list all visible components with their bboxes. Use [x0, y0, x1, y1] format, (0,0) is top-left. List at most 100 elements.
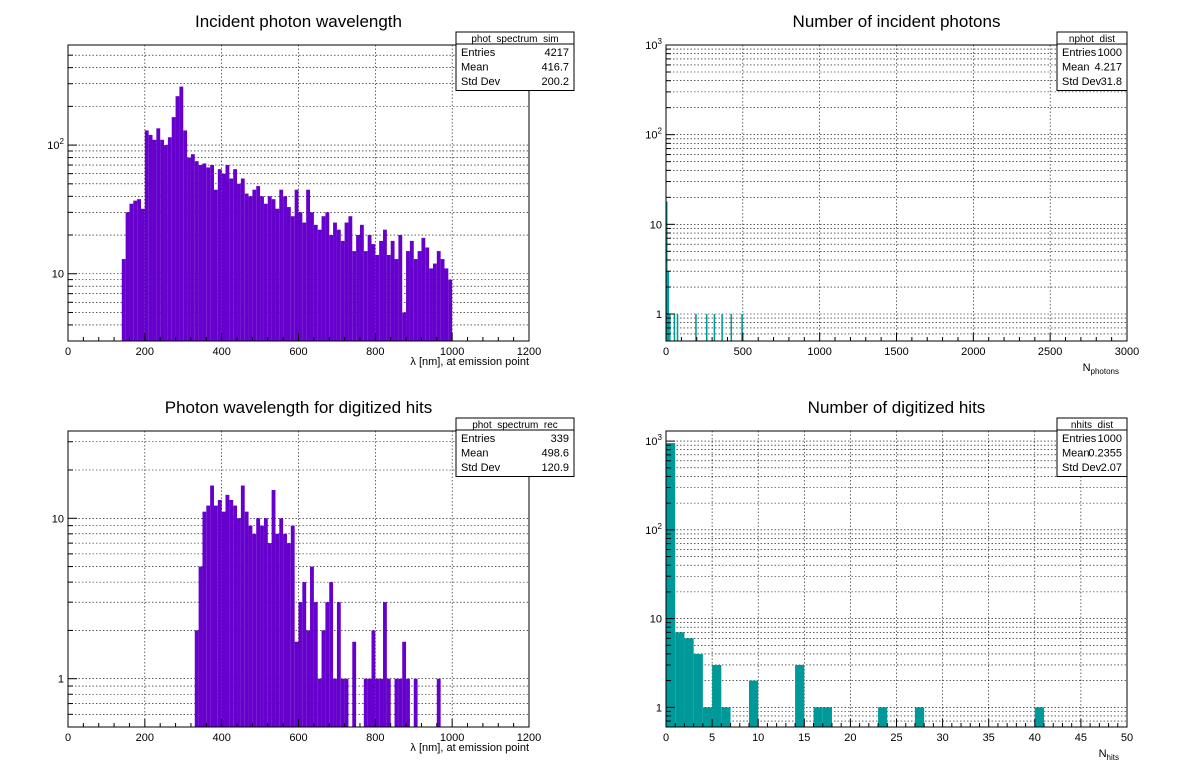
stats-row-label: Entries	[461, 433, 496, 445]
histogram-bar	[705, 314, 708, 341]
histogram-bar	[290, 525, 295, 727]
histogram-bar	[294, 641, 299, 727]
stats-row-label: Mean	[1062, 448, 1090, 460]
x-tick-label: 30	[936, 732, 948, 744]
histogram-bar	[286, 543, 291, 727]
histogram-bar	[313, 602, 318, 727]
histogram-bar	[329, 582, 334, 727]
histogram-bar	[267, 543, 272, 727]
histogram-bar	[252, 189, 257, 341]
y-tick-label: 10	[650, 219, 662, 231]
stats-row-value: 1000	[1098, 433, 1122, 445]
histogram-bar	[298, 212, 303, 341]
grid	[666, 431, 1127, 728]
histogram-bar	[306, 630, 311, 727]
histogram-bar	[363, 251, 368, 341]
histogram-bar	[673, 314, 676, 341]
histogram-bar	[171, 117, 176, 342]
histogram-bar	[693, 653, 703, 727]
stats-row-label: Std Dev	[1062, 462, 1102, 474]
bars	[666, 443, 1045, 727]
histogram-bar	[202, 511, 207, 727]
histogram-bar	[248, 525, 253, 727]
histogram-bar	[676, 314, 679, 341]
x-tick-label: 600	[289, 732, 307, 744]
histogram-bar	[432, 263, 437, 341]
histogram-bar	[263, 203, 268, 341]
histogram-bar	[225, 165, 230, 341]
stats-row-value: 339	[551, 433, 569, 445]
stats-box-frame	[1056, 417, 1128, 477]
histogram-bar	[148, 134, 153, 341]
stats-box-frame	[1056, 31, 1128, 91]
histogram-bar	[179, 86, 184, 341]
stats-row-label: Mean	[461, 448, 489, 460]
stats-row-value: 0.2355	[1088, 448, 1122, 460]
histogram-bar	[379, 678, 384, 727]
histogram-bar	[206, 505, 211, 727]
histogram-bar	[306, 189, 311, 341]
histogram-bar	[267, 196, 272, 341]
stats-row-label: Entries	[461, 47, 496, 59]
histogram-bar	[398, 678, 403, 727]
histogram-bar	[421, 237, 426, 341]
stats-row-label: Mean	[1062, 62, 1090, 74]
histogram-bar	[340, 678, 345, 727]
histogram-bar	[271, 490, 276, 727]
histogram-bar	[425, 247, 430, 341]
histogram-bar	[363, 678, 368, 727]
chart-title: Number of incident photons	[793, 12, 1001, 31]
y-tick-label: 102	[47, 137, 64, 152]
histogram-bar	[206, 167, 211, 341]
histogram-bar	[667, 271, 670, 341]
y-tick-label: 1	[656, 309, 662, 321]
histogram-bar	[156, 128, 161, 341]
histogram-bar	[252, 533, 257, 727]
histogram-bar	[256, 186, 261, 341]
histogram-bar	[217, 169, 222, 341]
histogram-bar	[325, 212, 330, 341]
histogram-panel-phot_spectrum_sim: Incident photon wavelength 0 200 400 600 800 1…	[47, 12, 575, 368]
chart-title: Photon wavelength for digitized hits	[165, 398, 432, 417]
histogram-bar	[413, 678, 418, 727]
histogram-bar	[302, 582, 307, 727]
histogram-panel-nhits_dist: Number of digitized hits 0 5 10 15 20 25 30 35 40…	[645, 398, 1133, 762]
x-tick-label: 200	[136, 732, 154, 744]
stats-row-value: 4217	[545, 47, 569, 59]
y-tick-label: 103	[645, 433, 662, 448]
histogram-bar	[695, 314, 697, 341]
histogram-bar	[210, 485, 214, 727]
x-tick-label: 1200	[517, 732, 541, 744]
histogram-bar	[914, 707, 925, 727]
y-tick-label: 103	[645, 37, 662, 52]
x-tick-label: 1500	[884, 346, 908, 358]
bars	[121, 86, 453, 342]
x-tick-label: 1000	[440, 732, 464, 744]
histogram-bar	[221, 173, 226, 341]
histogram-bar	[237, 518, 241, 727]
histogram-bar	[429, 268, 433, 341]
histogram-bar	[225, 494, 230, 727]
histogram-bar	[1034, 707, 1045, 727]
histogram-bar	[190, 154, 195, 341]
histogram-bar	[290, 216, 295, 341]
histogram-bar	[822, 707, 832, 727]
histogram-bar	[666, 443, 676, 727]
histogram-bar	[294, 189, 299, 341]
histogram-bar	[144, 130, 149, 341]
stats-box-name: phot_spectrum_sim	[471, 34, 558, 45]
histogram-bar	[240, 485, 245, 727]
y-tick-label: 1	[58, 674, 64, 686]
y-tick-label: 10	[52, 269, 64, 281]
histogram-bar	[133, 200, 138, 341]
stats-row-value: 498.6	[541, 448, 569, 460]
x-tick-label: 45	[1075, 732, 1087, 744]
histogram-panel-nphot_dist: Number of incident photons 0 500 1000 1500 20…	[645, 12, 1139, 376]
x-tick-label: 40	[1029, 732, 1041, 744]
histogram-bar	[375, 678, 380, 727]
x-tick-label: 800	[366, 346, 384, 358]
x-tick-label: 0	[65, 732, 71, 744]
x-tick-label: 50	[1121, 732, 1133, 744]
histogram-bar	[383, 229, 387, 341]
